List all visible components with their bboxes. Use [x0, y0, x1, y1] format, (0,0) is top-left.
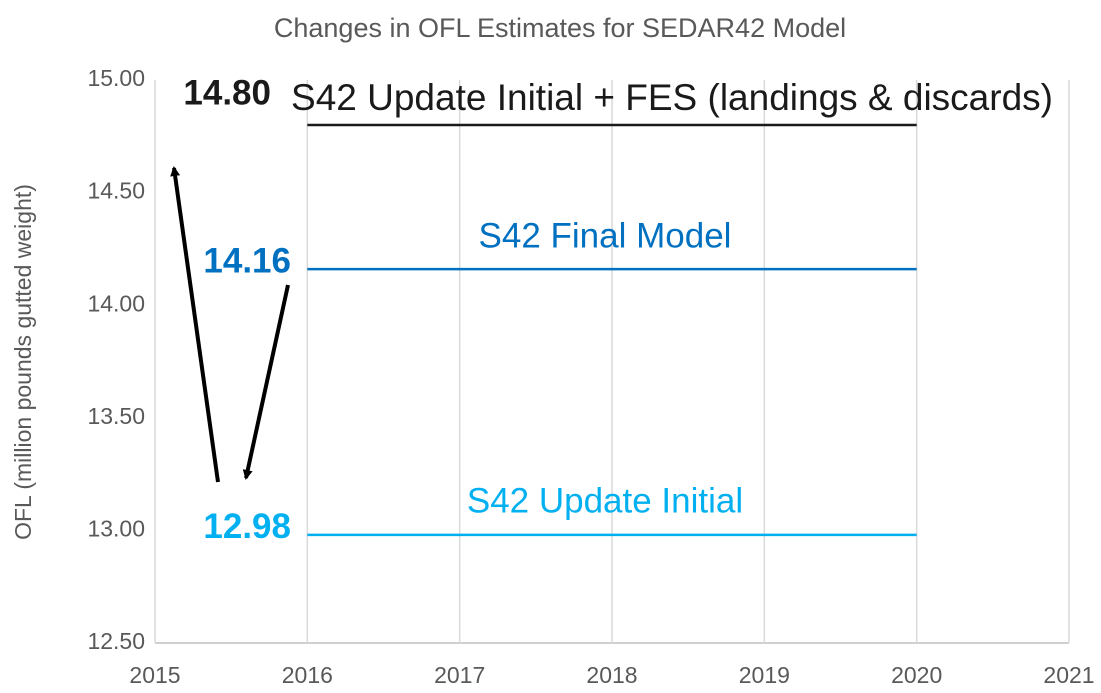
y-tick-label: 13.00 [87, 515, 145, 541]
data-label: 14.16 [203, 241, 291, 280]
x-tick-label: 2015 [129, 662, 180, 688]
y-axis-label: OFL (million pounds gutted weight) [10, 184, 36, 540]
x-tick-label: 2021 [1043, 662, 1094, 688]
series-label: S42 Final Model [479, 216, 732, 255]
x-tick-label: 2016 [282, 662, 333, 688]
arrow [242, 284, 290, 480]
x-tick-label: 2018 [586, 662, 637, 688]
data-label: 12.98 [203, 507, 291, 546]
x-tick-label: 2017 [434, 662, 485, 688]
y-tick-label: 12.50 [87, 628, 145, 654]
y-tick-label: 14.50 [87, 178, 145, 204]
series-label: S42 Update Initial + FES (landings & dis… [291, 77, 1053, 118]
series-label: S42 Update Initial [467, 481, 743, 520]
arrow [170, 166, 220, 483]
x-tick-label: 2019 [739, 662, 790, 688]
y-tick-label: 14.00 [87, 290, 145, 316]
y-tick-label: 13.50 [87, 403, 145, 429]
data-label: 14.80 [183, 73, 271, 112]
y-tick-label: 15.00 [87, 65, 145, 91]
x-tick-label: 2020 [891, 662, 942, 688]
chart-title: Changes in OFL Estimates for SEDAR42 Mod… [274, 13, 846, 43]
